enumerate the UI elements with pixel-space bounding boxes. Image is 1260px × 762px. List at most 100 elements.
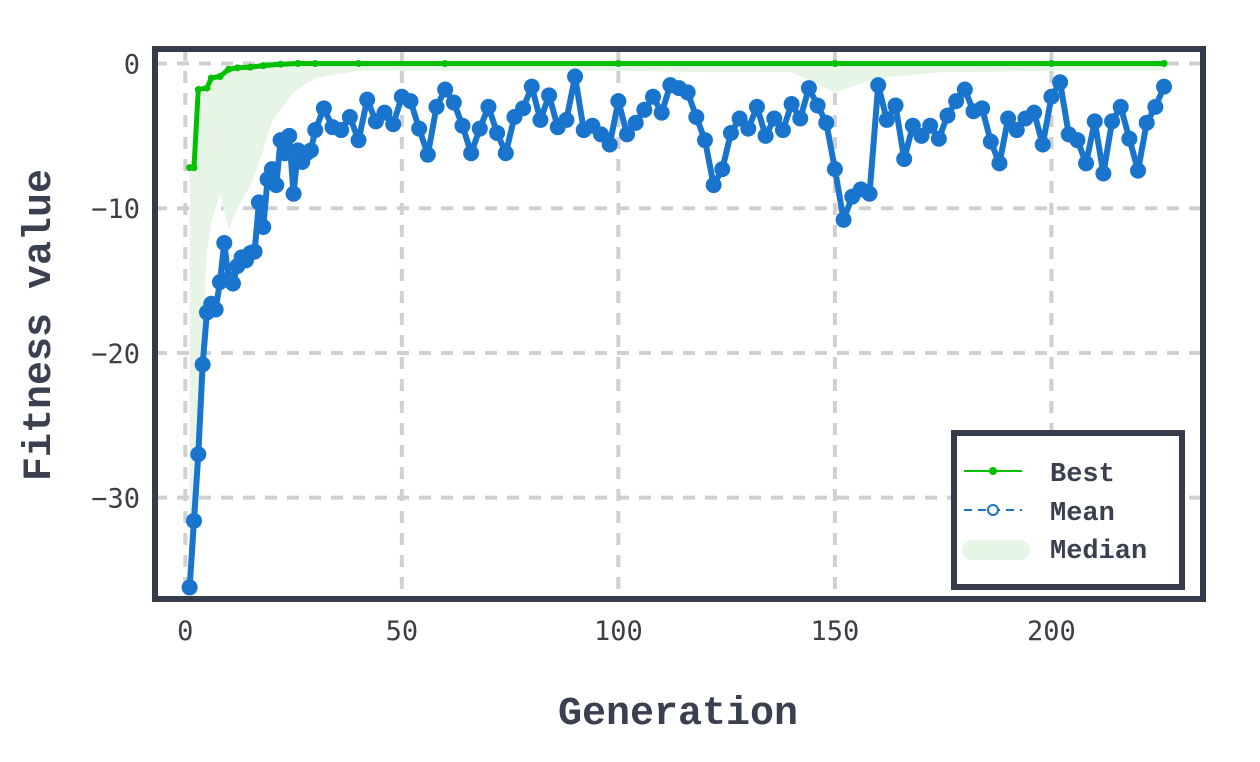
mean-point xyxy=(1112,98,1129,115)
mean-point xyxy=(653,104,670,121)
mean-point xyxy=(307,122,324,139)
mean-point xyxy=(376,104,393,121)
mean-point xyxy=(939,107,956,124)
mean-point xyxy=(818,114,835,131)
mean-point xyxy=(181,579,198,596)
mean-point xyxy=(1121,130,1138,147)
mean-point xyxy=(636,101,653,118)
legend-marker-best xyxy=(989,467,997,475)
x-tick-label: 100 xyxy=(594,616,643,647)
mean-point xyxy=(224,275,241,292)
best-line xyxy=(189,60,1165,171)
mean-point xyxy=(1043,88,1060,105)
mean-point xyxy=(714,161,731,178)
y-tick-label: −10 xyxy=(91,194,140,225)
mean-point xyxy=(1000,110,1017,127)
mean-point xyxy=(1026,104,1043,121)
mean-point xyxy=(246,243,263,260)
mean-point xyxy=(1086,113,1103,130)
mean-point xyxy=(619,126,636,143)
best-point xyxy=(225,65,233,73)
mean-point xyxy=(333,122,350,139)
mean-point xyxy=(601,136,618,153)
mean-point xyxy=(255,219,272,236)
mean-point xyxy=(216,234,233,251)
best-point xyxy=(441,59,449,67)
legend-marker-mean xyxy=(987,504,999,516)
mean-point xyxy=(285,185,302,202)
mean-point xyxy=(1052,74,1069,91)
mean-point xyxy=(445,94,462,111)
mean-point xyxy=(350,132,367,149)
mean-point xyxy=(1138,114,1155,131)
mean-point xyxy=(523,78,540,95)
grid xyxy=(155,49,1203,599)
mean-point xyxy=(1078,155,1095,172)
mean-point xyxy=(948,93,965,110)
mean-point xyxy=(489,124,506,141)
y-tick-label: −30 xyxy=(91,484,140,515)
mean-point xyxy=(610,93,627,110)
legend-label-best: Best xyxy=(1050,460,1115,490)
mean-point xyxy=(740,120,757,137)
mean-point xyxy=(515,100,532,117)
best-point xyxy=(207,74,215,82)
mean-point xyxy=(679,84,696,101)
best-point xyxy=(1047,59,1055,67)
mean-point xyxy=(835,211,852,228)
mean-point xyxy=(757,127,774,144)
mean-point xyxy=(705,177,722,194)
plot-frame xyxy=(152,46,1206,602)
mean-point xyxy=(1095,165,1112,182)
legend-label-mean: Mean xyxy=(1050,499,1115,529)
y-tick-label: 0 xyxy=(124,49,140,80)
mean-point xyxy=(302,142,319,159)
mean-point xyxy=(1069,132,1086,149)
mean-point xyxy=(437,81,454,98)
mean-point xyxy=(359,91,376,108)
best-point xyxy=(203,84,211,92)
mean-point xyxy=(870,77,887,94)
mean-point xyxy=(688,109,705,126)
mean-point xyxy=(341,109,358,126)
legend: Best Mean Median xyxy=(951,430,1185,590)
mean-point xyxy=(532,111,549,128)
best-point xyxy=(190,164,198,172)
best-point xyxy=(277,60,285,68)
mean-point xyxy=(991,155,1008,172)
legend-label-median: Median xyxy=(1050,537,1147,567)
best-point xyxy=(831,59,839,67)
mean-point xyxy=(567,68,584,85)
x-axis-title: Generation xyxy=(558,692,798,737)
mean-point xyxy=(1147,98,1164,115)
mean-point xyxy=(411,120,428,137)
mean-point xyxy=(419,146,436,163)
mean-point xyxy=(1156,78,1173,95)
mean-point xyxy=(480,98,497,115)
tick-labels: 0 50 100 150 200 0 −10 −20 −30 xyxy=(91,49,1076,647)
mean-point xyxy=(982,133,999,150)
mean-point xyxy=(207,301,224,318)
mean-point xyxy=(645,88,662,105)
mean-point xyxy=(497,145,514,162)
mean-point xyxy=(956,81,973,98)
mean-point xyxy=(878,111,895,128)
mean-point xyxy=(541,87,558,104)
best-point xyxy=(614,59,622,67)
legend-item-mean: Mean xyxy=(964,499,1115,529)
mean-point xyxy=(722,124,739,141)
x-tick-label: 150 xyxy=(811,616,860,647)
mean-point xyxy=(800,80,817,97)
mean-point xyxy=(185,512,202,529)
mean-point xyxy=(1130,162,1147,179)
mean-point xyxy=(627,114,644,131)
x-tick-label: 50 xyxy=(386,616,419,647)
y-tick-label: −20 xyxy=(91,339,140,370)
mean-point xyxy=(696,132,713,149)
x-tick-label: 0 xyxy=(177,616,193,647)
plot-area xyxy=(181,59,1173,596)
mean-point xyxy=(268,177,285,194)
mean-point xyxy=(402,93,419,110)
legend-item-median: Median xyxy=(962,537,1147,567)
